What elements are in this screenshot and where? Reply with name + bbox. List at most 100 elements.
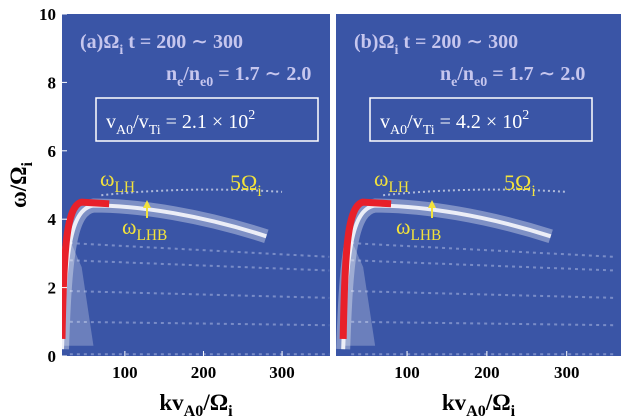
text-part: LH [114,179,135,196]
text-part: LH [388,179,409,196]
y-tick-label: 2 [48,279,57,298]
peak-region [62,198,110,339]
text-part: = 1.7 ∼ 2.0 [213,63,311,85]
plot-area [336,14,621,356]
annotation: ωLH [374,166,409,196]
text-part: /n [456,63,474,85]
text-part: 2 [248,108,255,123]
text-part: n [166,63,177,85]
text-part: ω [100,166,114,191]
text-part: ω [122,214,136,239]
y-tick-label: 8 [48,73,57,92]
y-tick-label: 0 [48,347,57,366]
text-part: /v [133,111,149,133]
x-tick-label: 100 [112,363,138,382]
x-tick-label: 200 [474,363,500,382]
text-part: Ω [378,31,394,53]
text-part: ω [396,214,410,239]
plot-area [62,14,330,356]
text-part: kv [159,390,184,415]
x-axis-label: kvA0/Ωi [442,390,516,419]
y-tick-label: 4 [48,210,57,229]
panel-time: (a)Ωi t = 200 ∼ 300 [80,31,243,58]
y-tick-label: 10 [39,5,56,24]
ratio-box [369,97,593,142]
upper-branch [101,188,283,197]
x-tick-label: 200 [191,363,217,382]
text-part: v [380,111,390,133]
panel-time: (b)Ωi t = 200 ∼ 300 [354,31,518,58]
panel-density: ne/ne0 = 1.7 ∼ 2.0 [440,63,585,90]
text-part: /v [407,111,423,133]
text-part: A0 [184,403,204,419]
text-part: e0 [200,75,213,90]
spectral-band [351,320,615,327]
x-tick-label: 300 [269,363,295,382]
x-tick-label: 300 [554,363,580,382]
text-part: LHB [136,227,167,244]
annotation: ωLHB [122,214,167,244]
text-part: i [394,43,398,58]
text-part: /n [182,63,200,85]
text-part: e [451,75,457,90]
arrow-head [143,200,151,208]
annotation: 5Ωi [504,170,536,200]
arrow-head [428,200,436,208]
text-part: = 4.2 × 10 [435,111,523,133]
panel-label: (b) [354,31,378,53]
text-part: = 1.7 ∼ 2.0 [487,63,585,85]
x-tick-label: 100 [394,363,420,382]
text-part: A0 [466,403,486,419]
text-part: i [228,403,233,419]
ratio-box [95,97,319,142]
text-part: i [19,161,36,166]
text-part: A0 [116,123,133,138]
text-part: t = 200 ∼ 300 [398,31,518,53]
text-part: i [257,183,261,200]
text-part: /Ω [202,390,228,415]
annotation: 5Ωi [230,170,262,200]
text-part: n [440,63,451,85]
text-part: i [119,43,123,58]
panel-ratio: vA0/vTi = 4.2 × 102 [380,108,529,138]
text-part: 2 [522,108,529,123]
annotation: ωLHB [396,214,441,244]
text-part: Ω [103,31,119,53]
text-part: 5Ω [230,170,257,195]
text-part: ω/Ω [6,166,31,208]
text-part: v [106,111,116,133]
y-axis-label: ω/Ωi [6,161,36,208]
spectral-band [69,320,330,327]
y-tick-label: 6 [48,142,57,161]
text-part: /Ω [485,390,511,415]
panel-density: ne/ne0 = 1.7 ∼ 2.0 [166,63,311,90]
low-k-region [344,236,376,346]
text-part: ω [374,166,388,191]
text-part: = 2.1 × 10 [161,111,249,133]
low-k-region [63,236,94,346]
text-part: LHB [410,227,441,244]
peak-region [339,198,392,339]
text-part: e0 [474,75,487,90]
text-part: kv [442,390,467,415]
text-part: i [531,183,535,200]
panel-ratio: vA0/vTi = 2.1 × 102 [106,108,255,138]
text-part: 5Ω [504,170,531,195]
spectral-band [351,259,615,272]
text-part: e [177,75,183,90]
spectral-band [69,259,330,272]
spectral-band [69,242,330,258]
spectral-band [351,242,615,258]
text-part: Ti [149,123,161,138]
text-part: Ti [423,123,435,138]
x-axis-label: kvA0/Ωi [159,390,233,419]
spectral-band [69,290,330,299]
text-part: A0 [390,123,407,138]
heatmap-background [336,14,621,356]
annotation: ωLH [100,166,135,196]
spectral-band [351,290,615,299]
panel-label: (a) [80,31,103,53]
heatmap-background [62,14,330,356]
text-part: t = 200 ∼ 300 [123,31,243,53]
